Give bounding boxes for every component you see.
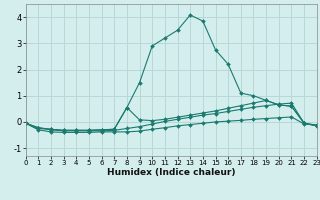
- X-axis label: Humidex (Indice chaleur): Humidex (Indice chaleur): [107, 168, 236, 177]
